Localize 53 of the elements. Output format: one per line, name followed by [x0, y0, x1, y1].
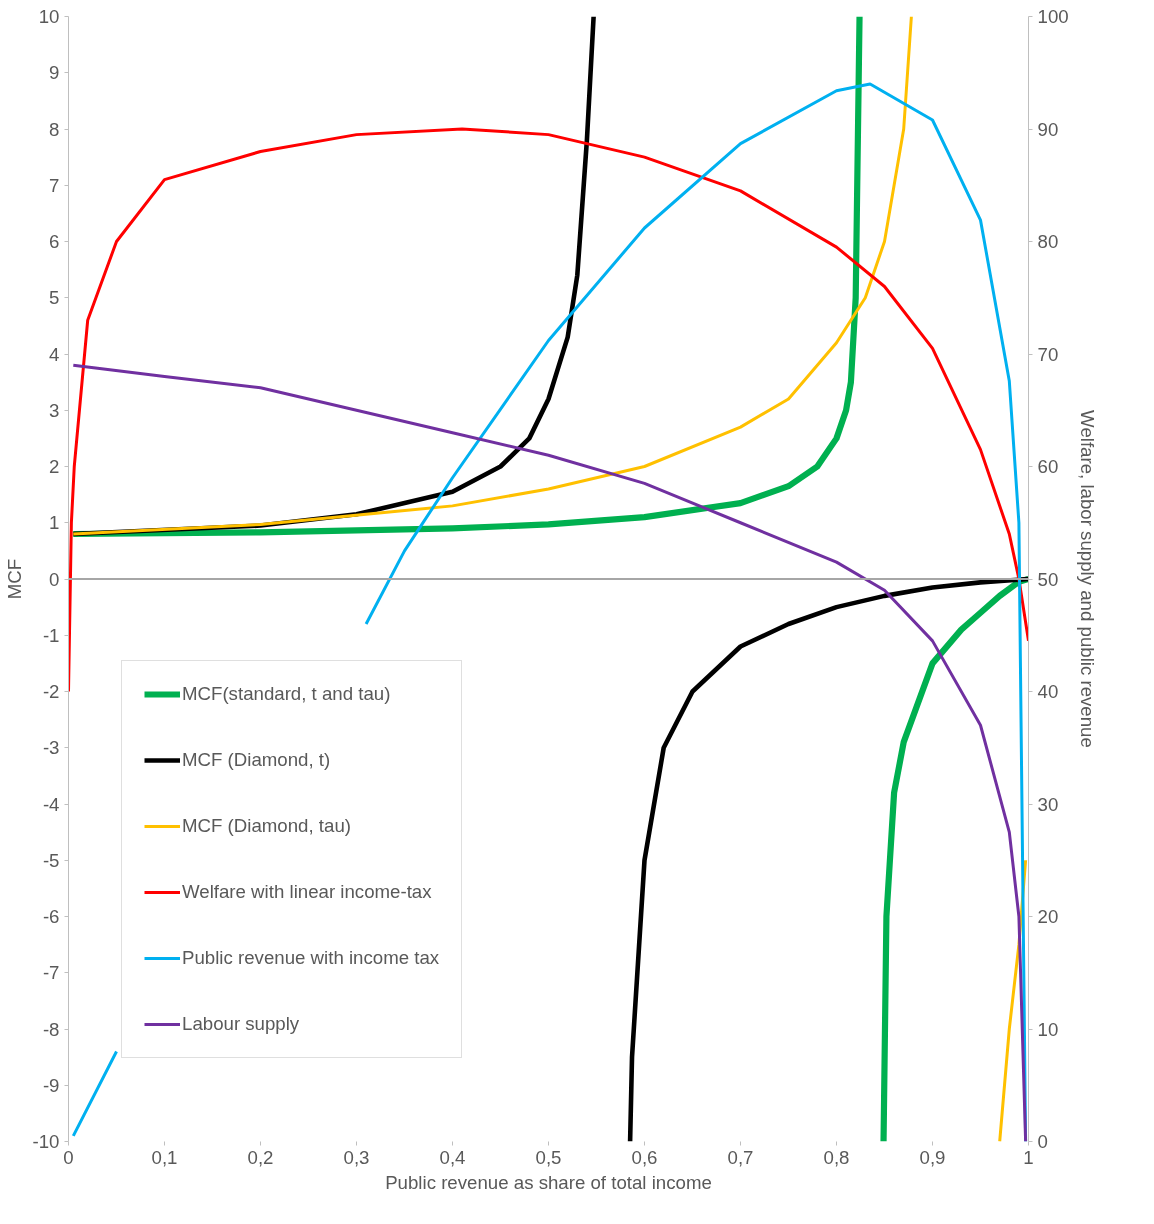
x-tick-label: 1	[1023, 1146, 1034, 1168]
y-axis-title: MCF	[3, 558, 25, 600]
y-tick-label: 0	[49, 568, 60, 590]
x-tick-label: 0,7	[727, 1146, 754, 1168]
x-tick-label: 0	[63, 1146, 74, 1168]
line-series	[71, 363, 1028, 1142]
y-tick-label: 1	[49, 512, 60, 534]
x-tick-label: 0,9	[919, 1146, 946, 1168]
x-axis-title: Public revenue as share of total income	[385, 1171, 712, 1193]
y-tick-label: -1	[42, 624, 60, 646]
y2-tick-label: 40	[1037, 681, 1059, 702]
y-tick-label: 8	[49, 118, 60, 140]
legend-label: MCF (Diamond, tau)	[182, 815, 351, 837]
x-tick-label: 0,1	[151, 1146, 178, 1168]
y2-tick-label: 80	[1037, 231, 1059, 252]
y-tick-label: 7	[49, 174, 60, 196]
x-tick-label: 0,3	[343, 1146, 370, 1168]
y-tick-label: 9	[49, 62, 60, 84]
y-tick-label: -4	[42, 793, 60, 815]
y-tick-label: 10	[38, 6, 60, 27]
y2-tick-label: 60	[1037, 456, 1059, 477]
y2-tick-label: 20	[1037, 906, 1059, 927]
y-tick-label: 3	[49, 399, 60, 421]
x-tick-label: 0,5	[535, 1146, 562, 1168]
y-tick-label: 5	[49, 287, 60, 309]
y-tick-label: -9	[42, 1074, 60, 1096]
y-tick-label: -8	[42, 1018, 60, 1040]
legend-label: Public revenue with income tax	[182, 947, 440, 969]
x-tick-label: 0,8	[823, 1146, 850, 1168]
y-tick-label: -7	[42, 962, 60, 984]
x-tick-label: 0,2	[247, 1146, 274, 1168]
y-tick-label: -3	[42, 737, 60, 759]
y2-tick-label: 100	[1037, 6, 1069, 27]
y-tick-label: -6	[42, 906, 60, 927]
y-tick-label: -5	[42, 849, 60, 871]
y2-tick-label: 30	[1037, 793, 1059, 815]
legend-label: Welfare with linear income-tax	[182, 881, 432, 903]
y-tick-label: 6	[49, 231, 60, 252]
y2-tick-label: 0	[1037, 1131, 1048, 1152]
legend-label: MCF(standard, t and tau)	[182, 683, 391, 705]
y2-tick-label: 90	[1037, 118, 1059, 140]
y-tick-label: 4	[49, 343, 60, 365]
legend-label: MCF (Diamond, t)	[182, 749, 331, 771]
y-tick-label: -2	[42, 681, 60, 702]
y2-tick-label: 10	[1037, 1018, 1059, 1040]
legend-label: Labour supply	[182, 1013, 300, 1035]
x-tick-label: 0,4	[439, 1146, 466, 1168]
y2-tick-label: 50	[1037, 568, 1059, 590]
y-tick-label: -10	[32, 1131, 60, 1152]
x-tick-label: 0,6	[631, 1146, 658, 1168]
y-tick-label: 2	[49, 456, 60, 477]
y2-tick-label: 70	[1037, 343, 1059, 365]
y2-axis-title: Welfare, labor supply and public revenue	[1076, 410, 1098, 748]
